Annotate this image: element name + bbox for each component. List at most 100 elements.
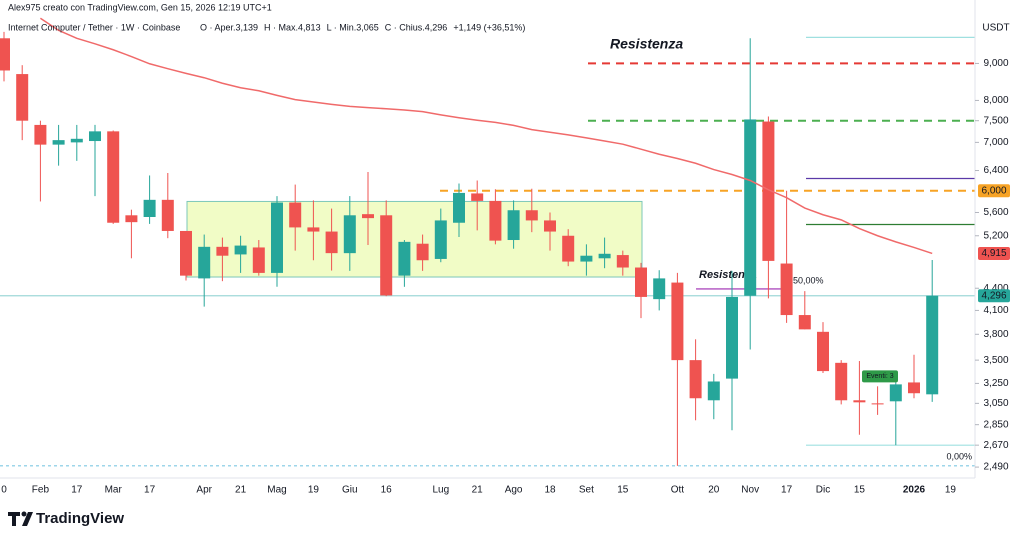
candle-body — [798, 315, 811, 330]
logo-icon — [8, 512, 33, 526]
x-tick-label: 21 — [235, 485, 247, 496]
legend-item: +1,149 (+36,51%) — [453, 22, 525, 32]
candle-body — [853, 400, 866, 403]
y-tick-label: 3,250 — [983, 378, 1008, 389]
candle-body — [598, 253, 611, 259]
x-tick-label: Mar — [105, 485, 123, 496]
x-tick-label: 2026 — [903, 485, 926, 496]
event-label: Eventi: 3 — [866, 373, 893, 380]
candle-body — [216, 246, 229, 256]
x-tick-label: Ott — [671, 485, 685, 496]
candle-body — [380, 215, 393, 296]
candle-body — [889, 384, 902, 402]
header: Alex975 creato con TradingView.com, Gen … — [8, 2, 272, 12]
candle-body — [489, 200, 502, 241]
level-label: Resistenza — [610, 36, 683, 52]
y-tick-label: 2,670 — [983, 440, 1008, 451]
x-tick-label: 17 — [144, 485, 156, 496]
candle-body — [343, 215, 356, 254]
x-tick-label: Lug — [432, 485, 449, 496]
candle-body — [762, 121, 775, 261]
y-tick-label: 8,000 — [983, 95, 1008, 106]
candle-body — [271, 202, 283, 273]
x-tick-label: 17 — [781, 485, 793, 496]
x-tick-label: 20 — [708, 485, 720, 496]
y-tick-label: 7,000 — [983, 137, 1008, 148]
candle-body — [398, 241, 411, 276]
x-tick-label: 19 — [308, 485, 320, 496]
candle-body — [52, 140, 65, 145]
level-label: Resistenza — [699, 269, 756, 281]
candle-body — [653, 278, 666, 300]
level-note: 50,00% — [793, 275, 824, 285]
candle-body — [143, 199, 156, 217]
candle-body — [580, 255, 593, 262]
candle-body — [234, 245, 247, 255]
candle-body — [325, 231, 338, 254]
candle-body — [416, 243, 429, 261]
candle-body — [307, 227, 320, 232]
candle-body — [707, 381, 720, 401]
candle-body — [362, 214, 374, 219]
candle-body — [908, 382, 920, 394]
y-tick-label: 5,200 — [983, 230, 1008, 241]
plot-area: Resistenza Resistenza 50,00% 0,00% Eventi: 3 — [0, 17, 975, 467]
candle-body — [0, 38, 10, 71]
chart-title: Internet Computer / Tether · 1W · Coinba… — [8, 22, 180, 32]
y-tick-label: 3,050 — [983, 398, 1008, 409]
candle-body — [871, 403, 884, 405]
x-tick-label: 15 — [854, 485, 866, 496]
candle-body — [125, 215, 138, 223]
x-tick-label: 17 — [71, 485, 83, 496]
price-label: 6,000 — [981, 185, 1006, 196]
candle-body — [635, 267, 647, 297]
y-tick-label: 7,500 — [983, 115, 1008, 126]
price-label: 4,296 — [981, 290, 1006, 301]
candle-body — [525, 210, 538, 221]
y-tick-label: 4,100 — [983, 305, 1008, 316]
candle-body — [34, 124, 47, 145]
legend-item: O · Aper.3,139 — [200, 22, 258, 32]
brand-logo: TradingView — [8, 510, 124, 527]
x-tick-label: Apr — [196, 485, 212, 496]
candle-body — [616, 255, 629, 268]
x-tick-label: Set — [579, 485, 594, 496]
logo-icon — [21, 511, 27, 517]
price-label-box — [978, 184, 1010, 198]
axis-unit: USDT — [982, 23, 1009, 34]
event-box — [862, 370, 898, 383]
x-tick-label: 21 — [472, 485, 484, 496]
x-tick-label: Nov — [741, 485, 759, 496]
candle-body — [671, 282, 684, 361]
y-tick-label: 3,500 — [983, 355, 1008, 366]
x-tick-label: 15 — [617, 485, 629, 496]
candle-body — [835, 362, 848, 401]
candle-body — [926, 295, 939, 395]
y-tick-label: 2,490 — [983, 462, 1008, 473]
x-tick-label: Ago — [505, 485, 523, 496]
y-tick-label: 2,850 — [983, 419, 1008, 430]
candle-body — [507, 210, 520, 241]
candle-body — [16, 74, 29, 121]
y-tick-label: 4,400 — [983, 283, 1008, 294]
candle-body — [89, 131, 101, 142]
candle-body — [744, 119, 757, 296]
candle-body — [453, 192, 465, 223]
candle-body — [161, 199, 174, 231]
legend-item: L · Min.3,065 — [327, 22, 379, 32]
x-tick-label: Dic — [816, 485, 830, 496]
x-tick-label: Feb — [32, 485, 50, 496]
x-tick-label: Mag — [267, 485, 286, 496]
level-note: 0,00% — [946, 451, 972, 461]
brand: TradingView — [36, 510, 124, 527]
candle-body — [726, 296, 738, 379]
candle-body — [562, 235, 575, 262]
candle-body — [252, 247, 265, 273]
moving-average — [39, 17, 933, 255]
candle-body — [544, 220, 556, 232]
candle-body — [289, 202, 302, 228]
candle-body — [180, 230, 192, 276]
legend-item: H · Max.4,813 — [264, 22, 321, 32]
candle-body — [198, 246, 211, 279]
legend-item: C · Chius.4,296 — [385, 22, 448, 32]
